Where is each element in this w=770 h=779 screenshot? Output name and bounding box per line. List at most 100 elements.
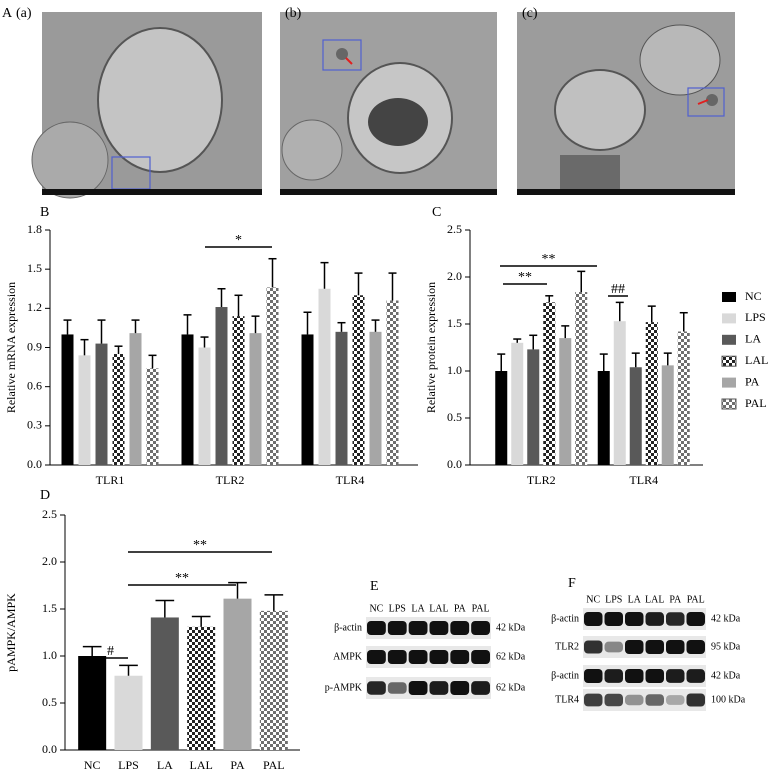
blot-band (686, 693, 705, 707)
bar (661, 365, 674, 465)
bar (335, 331, 348, 465)
blot-band (450, 650, 470, 664)
bar (386, 300, 399, 465)
legend-label: NC (745, 289, 762, 303)
blot-band (666, 669, 685, 683)
row-label: AMPK (333, 651, 363, 662)
legend-swatch (722, 334, 736, 345)
y-tick-label: 0.0 (42, 742, 57, 756)
blot-band (429, 681, 449, 695)
bar (198, 347, 211, 465)
blot-band (645, 640, 664, 654)
blot-band (686, 612, 705, 626)
bar (95, 343, 108, 465)
x-tick-label: LAL (190, 758, 213, 772)
blot-band (429, 650, 449, 664)
bar (232, 316, 245, 465)
blot-band (450, 621, 470, 635)
x-tick-label: PA (230, 758, 245, 772)
bar (181, 334, 194, 465)
y-tick-label: 0.5 (42, 695, 57, 709)
x-tick-label: PAL (263, 758, 285, 772)
nucleus (554, 69, 646, 151)
bar (597, 371, 610, 465)
bar (301, 334, 314, 465)
y-tick-label: 2.0 (447, 269, 462, 283)
legend-swatch (722, 292, 736, 302)
bar (677, 331, 690, 465)
blot-band (408, 681, 428, 695)
y-tick-label: 1.8 (27, 222, 42, 236)
blot-band (584, 693, 603, 707)
x-tick-label: TLR2 (527, 473, 556, 487)
significance-label: # (107, 644, 114, 659)
x-tick-label: TLR4 (336, 473, 365, 487)
significance-label: ** (193, 538, 207, 553)
y-tick-label: 1.2 (27, 300, 42, 314)
legend-label: LAL (745, 353, 768, 367)
bar (511, 342, 524, 465)
particle (706, 94, 718, 106)
blot-band (408, 650, 428, 664)
blot-band (604, 693, 623, 707)
blot-band (584, 640, 603, 654)
blot-band (584, 612, 603, 626)
bar (259, 610, 288, 750)
image-label: (c) (522, 6, 538, 21)
bar (495, 371, 508, 465)
legend-label: LA (745, 332, 761, 346)
legend-label: LPS (745, 310, 766, 324)
y-tick-label: 0.6 (27, 378, 42, 392)
y-tick-label: 2.0 (42, 554, 57, 568)
bar (61, 334, 74, 465)
size-label: 100 kDa (711, 694, 746, 705)
y-tick-label: 1.0 (447, 363, 462, 377)
cell (281, 119, 343, 181)
blot-band (429, 621, 449, 635)
bar (249, 333, 262, 465)
panel-label: A (2, 6, 13, 21)
scale-bar (517, 189, 735, 195)
bar (543, 302, 556, 465)
significance-label: * (235, 233, 242, 248)
lane-label: NC (586, 594, 600, 605)
blot-band (367, 681, 386, 695)
y-tick-label: 1.0 (42, 648, 57, 662)
bar (129, 333, 142, 465)
blot-band (367, 650, 386, 664)
nucleus (97, 27, 223, 173)
lane-label: LA (628, 594, 642, 605)
size-label: 42 kDa (711, 670, 741, 681)
row-label: p-AMPK (325, 682, 363, 693)
bar (78, 355, 91, 465)
blot-band (645, 612, 664, 626)
lane-label: LAL (645, 594, 664, 605)
legend-label: PA (745, 374, 760, 388)
blot-band (686, 669, 705, 683)
x-tick-label: NC (84, 758, 101, 772)
bar (318, 288, 331, 465)
bar (112, 354, 125, 465)
size-label: 62 kDa (496, 651, 526, 662)
bar (527, 349, 540, 465)
bar (223, 598, 252, 750)
size-label: 62 kDa (496, 682, 526, 693)
nucleus (639, 24, 721, 96)
highlight-box (322, 39, 362, 71)
particle (336, 48, 348, 60)
blot-band (584, 669, 603, 683)
bar (266, 287, 279, 465)
size-label: 95 kDa (711, 641, 741, 652)
y-tick-label: 2.5 (447, 222, 462, 236)
blot-band (450, 681, 470, 695)
micrographs: A (a) (b) (c) (2, 6, 735, 199)
blot-band (625, 640, 644, 654)
y-tick-label: 0.3 (27, 418, 42, 432)
y-axis-label: Relative protein expression (424, 282, 438, 413)
blot-band (686, 640, 705, 654)
lane-label: PAL (472, 603, 490, 614)
lane-label: LPS (389, 603, 406, 614)
row-label: TLR2 (555, 641, 579, 652)
row-label: β-actin (551, 613, 579, 624)
